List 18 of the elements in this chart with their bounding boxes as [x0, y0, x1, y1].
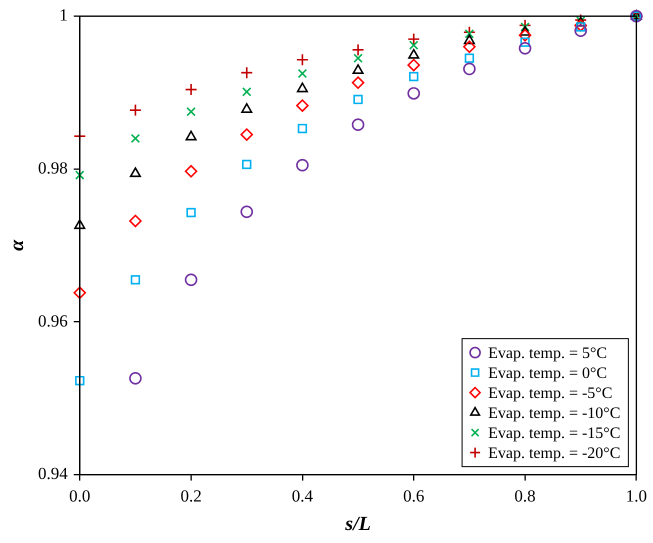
x-tick-label: 1.0: [626, 486, 647, 506]
legend-label: Evap. temp. = -10°C: [488, 404, 620, 422]
legend-label: Evap. temp. = 5°C: [488, 344, 608, 362]
y-tick-label: 0.98: [38, 158, 68, 178]
legend-label: Evap. temp. = -20°C: [488, 444, 620, 462]
legend-label: Evap. temp. = 0°C: [488, 364, 608, 382]
x-axis-title: s/L: [344, 513, 371, 536]
y-tick-label: 0.94: [38, 464, 68, 484]
y-tick-label: 1: [59, 6, 68, 25]
legend-label: Evap. temp. = -5°C: [488, 384, 612, 402]
x-tick-label: 0.6: [403, 486, 424, 506]
x-tick-label: 0.8: [514, 486, 536, 506]
x-tick-label: 0.4: [292, 486, 314, 506]
y-tick-label: 0.96: [38, 311, 68, 330]
legend-label: Evap. temp. = -15°C: [488, 424, 620, 442]
y-axis-title: α: [6, 238, 28, 251]
x-tick-label: 0.2: [180, 486, 202, 506]
x-tick-label: 0.0: [69, 486, 90, 506]
